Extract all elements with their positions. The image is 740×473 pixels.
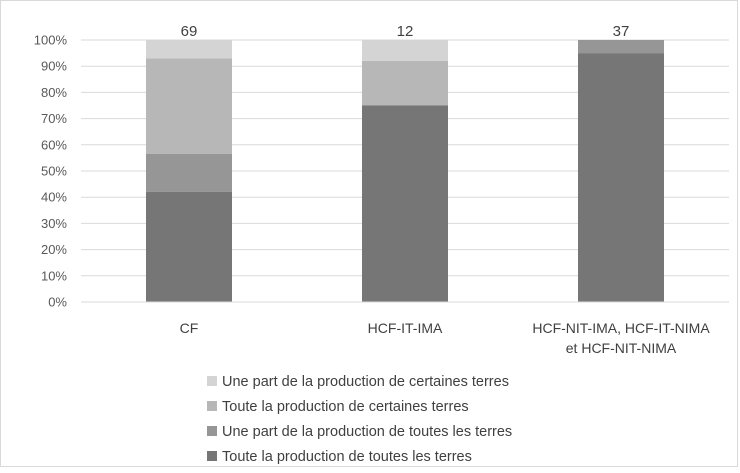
y-tick-label: 90% xyxy=(41,59,67,74)
bar-total-label: 69 xyxy=(181,23,198,40)
bar-segment xyxy=(362,105,448,302)
y-tick-label: 100% xyxy=(34,33,68,48)
bar-segment xyxy=(146,191,232,302)
legend-label: Toute la production de toutes les terres xyxy=(222,449,472,465)
y-tick-label: 10% xyxy=(41,268,67,283)
legend-swatch xyxy=(207,426,217,436)
y-tick-label: 70% xyxy=(41,111,67,126)
y-tick-label: 80% xyxy=(41,85,67,100)
legend-label: Une part de la production de toutes les … xyxy=(222,424,512,440)
x-category-label: et HCF-NIT-NIMA xyxy=(566,340,677,356)
bar-segment xyxy=(146,40,232,59)
y-tick-label: 0% xyxy=(48,295,67,310)
y-tick-label: 40% xyxy=(41,190,67,205)
y-tick-label: 30% xyxy=(41,216,67,231)
bar-total-label: 12 xyxy=(397,23,414,40)
x-category-label: HCF-IT-IMA xyxy=(368,320,443,336)
bars xyxy=(146,40,664,302)
y-axis-tick-labels: 0% 10% 20% 30% 40% 50% 60% 70% 80% 90% 100% xyxy=(34,33,68,310)
x-category-label: CF xyxy=(180,320,199,336)
bar-segment xyxy=(362,60,448,106)
x-axis-category-labels: CF HCF-IT-IMA HCF-NIT-IMA, HCF-IT-NIMA et H… xyxy=(180,320,711,356)
legend-label: Une part de la production de certaines t… xyxy=(222,374,509,390)
bar-segment xyxy=(578,53,664,302)
bar-segment xyxy=(578,40,664,54)
legend-swatch xyxy=(207,376,217,386)
legend-swatch xyxy=(207,451,217,461)
y-tick-label: 20% xyxy=(41,242,67,257)
bar-segment xyxy=(146,58,232,154)
legend-label: Toute la production de certaines terres xyxy=(222,399,469,415)
y-tick-label: 50% xyxy=(41,164,67,179)
legend-swatch xyxy=(207,401,217,411)
bar-segment xyxy=(146,153,232,192)
x-category-label: HCF-NIT-IMA, HCF-IT-NIMA xyxy=(532,320,710,336)
bar-total-label: 37 xyxy=(613,23,630,40)
y-tick-label: 60% xyxy=(41,137,67,152)
bar-segment xyxy=(362,40,448,61)
legend: Une part de la production de certaines t… xyxy=(207,374,512,465)
bar-total-labels: 69 12 37 xyxy=(181,23,630,40)
